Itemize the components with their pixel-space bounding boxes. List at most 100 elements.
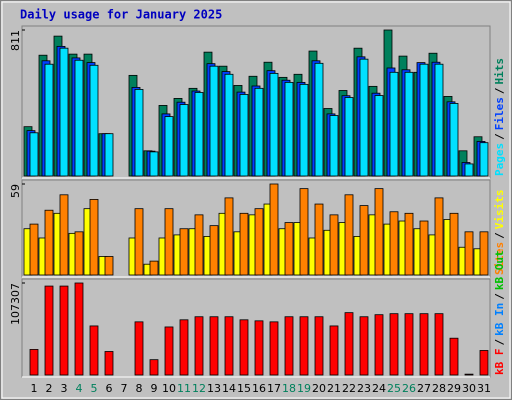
bar [89,64,99,177]
y-tick-label: 59 [9,184,22,198]
bar [209,316,219,376]
bar [239,212,249,276]
bar [74,282,84,376]
bar [104,256,114,276]
bar [179,104,189,177]
bar [299,83,309,177]
bar [449,337,459,376]
bar [29,349,39,376]
legend-entry: kB F [493,349,506,376]
bar [224,73,234,177]
bar [314,316,324,376]
bar [419,313,429,376]
bar [164,116,174,177]
legend-entry: Visits [493,190,506,230]
x-tick-label: 6 [106,382,113,395]
bar [149,260,159,276]
bar [434,313,444,376]
bar [449,212,459,276]
bar [29,223,39,276]
x-tick-label: 24 [372,382,386,395]
x-tick-label: 26 [402,382,416,395]
bar [209,225,219,276]
legend-entry: Hits [493,58,506,85]
chart-title: Daily usage for January 2025 [20,8,222,22]
x-tick-label: 10 [162,382,176,395]
bar [59,47,69,177]
bar [269,72,279,177]
bar [134,321,144,376]
bar [389,313,399,376]
legend-separator: / [493,133,506,140]
y-tick-label: 811 [9,30,22,51]
bar [44,63,54,177]
bar [164,208,174,276]
y-tick-label: 107307 [9,283,22,325]
x-tick-label: 12 [192,382,206,395]
x-tick-label: 7 [121,382,128,395]
bar [254,320,264,376]
bar [464,163,474,177]
bar [314,62,324,177]
x-tick-label: 13 [207,382,221,395]
x-tick-label: 20 [312,382,326,395]
bar [404,71,414,177]
legend-entry: Pages [493,143,506,176]
bar [359,58,369,177]
bar [104,133,114,177]
bar [59,194,69,276]
legend-entry: Sites [493,242,506,275]
bar [299,316,309,376]
bar [149,359,159,376]
bar [269,183,279,276]
bar [284,81,294,177]
bar [179,228,189,276]
bar [479,142,489,177]
legend-entry: kB Out [493,250,506,290]
bar [284,316,294,376]
bar [434,197,444,276]
bar [134,89,144,177]
x-tick-label: 5 [91,382,98,395]
x-tick-label: 2 [46,382,53,395]
bar [284,222,294,276]
bar [389,71,399,177]
bar [434,63,444,177]
x-tick-label: 14 [222,382,236,395]
bar [329,115,339,177]
x-tick-label: 25 [387,382,401,395]
x-tick-label: 19 [297,382,311,395]
bar [389,211,399,276]
legend: Sites / Visits [493,190,506,276]
legend-entry: Files [493,97,506,130]
x-tick-label: 1 [31,382,38,395]
bar [239,319,249,376]
bar [194,316,204,376]
bar [89,199,99,276]
bar [179,319,189,376]
bar [419,220,429,276]
bar [374,95,384,177]
bar [74,59,84,177]
bar [329,214,339,276]
bar [479,350,489,376]
bar [254,87,264,177]
bar [209,65,219,177]
bar [59,285,69,376]
bar [224,316,234,376]
x-tick-label: 29 [447,382,461,395]
bar [359,316,369,376]
x-tick-label: 9 [151,382,158,395]
bar [29,132,39,177]
bar [44,209,54,276]
bar [149,151,159,177]
bar [134,208,144,276]
bar [329,325,339,376]
bar [299,188,309,276]
legend: kB F / kB In / kB Out [493,250,506,375]
bar [224,197,234,276]
bar [254,208,264,276]
bar [89,325,99,376]
bar [269,321,279,376]
